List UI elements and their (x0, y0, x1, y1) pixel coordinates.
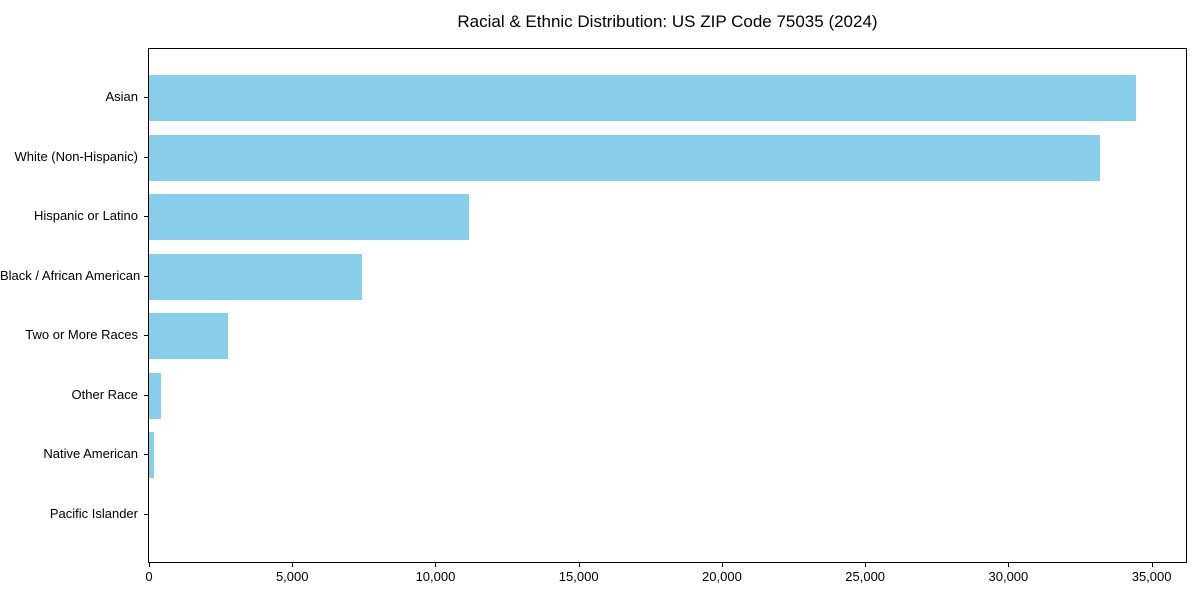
x-tick-label: 10,000 (415, 569, 456, 584)
x-tick-mark (292, 563, 294, 567)
x-tick-label: 5,000 (275, 569, 309, 584)
x-tick-mark (865, 563, 867, 567)
x-tick-label: 35,000 (1131, 569, 1172, 584)
x-tick-label: 20,000 (702, 569, 742, 584)
x-tick-mark (721, 563, 723, 567)
x-tick-mark (578, 563, 580, 567)
y-tick-mark (144, 394, 148, 396)
bar-black-african-american (149, 253, 362, 300)
y-tick-mark (144, 97, 148, 98)
y-axis-label: Pacific Islander (49, 505, 138, 521)
x-tick-label: 30,000 (988, 569, 1029, 584)
bar-hispanic-or-latino (149, 194, 469, 241)
bar-two-or-more-races (149, 313, 228, 360)
y-tick-mark (144, 275, 148, 277)
y-axis-label: Native American (43, 446, 138, 462)
x-tick-label: 15,000 (558, 569, 599, 584)
chart-title: Racial & Ethnic Distribution: US ZIP Cod… (457, 12, 878, 31)
bar-white-non-hispanic (149, 134, 1100, 181)
y-tick-mark (144, 454, 148, 456)
bar-asian (149, 75, 1136, 121)
y-tick-mark (144, 216, 148, 218)
x-tick-label: 25,000 (845, 569, 886, 584)
y-axis-label: Black / African American (0, 267, 141, 283)
x-tick-mark (1008, 563, 1010, 567)
x-tick-label: 0 (145, 569, 153, 584)
y-axis-label: White (Non-Hispanic) (14, 148, 138, 164)
bar-other-race (149, 372, 161, 419)
y-tick-mark (144, 156, 148, 158)
x-tick-mark (149, 563, 150, 567)
y-axis-label: Other Race (71, 386, 138, 402)
y-axis-label: Hispanic or Latino (33, 208, 138, 224)
plot-area (148, 48, 1187, 563)
x-tick-mark (1151, 563, 1153, 567)
y-tick-mark (144, 335, 148, 337)
bar-native-american (149, 432, 155, 479)
y-axis-label: Asian (105, 89, 138, 104)
x-tick-mark (435, 563, 437, 567)
y-axis-label: Two or More Races (25, 327, 138, 343)
y-tick-mark (144, 513, 148, 515)
